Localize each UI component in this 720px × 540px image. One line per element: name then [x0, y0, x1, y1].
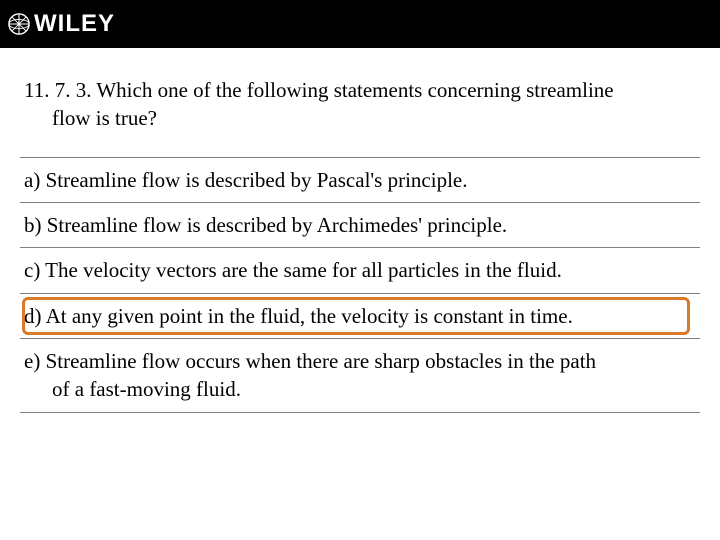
header-bar: WILEY [0, 0, 720, 48]
brand-text: WILEY [34, 10, 115, 38]
question-text: 11. 7. 3. Which one of the following sta… [20, 76, 700, 133]
option-c: c) The velocity vectors are the same for… [20, 247, 700, 292]
option-text: b) Streamline flow is described by Archi… [24, 213, 507, 237]
question-line1: 11. 7. 3. Which one of the following sta… [24, 78, 614, 102]
option-text-line1: e) Streamline flow occurs when there are… [24, 347, 692, 375]
wiley-icon [8, 13, 30, 35]
option-b: b) Streamline flow is described by Archi… [20, 202, 700, 247]
option-d: d) At any given point in the fluid, the … [20, 293, 700, 338]
question-line2: flow is true? [24, 104, 700, 132]
options-list: a) Streamline flow is described by Pasca… [20, 157, 700, 413]
option-text-line2: of a fast-moving fluid. [24, 375, 692, 403]
option-text: a) Streamline flow is described by Pasca… [24, 168, 468, 192]
option-text: d) At any given point in the fluid, the … [24, 304, 573, 328]
content-area: 11. 7. 3. Which one of the following sta… [0, 48, 720, 433]
option-a: a) Streamline flow is described by Pasca… [20, 157, 700, 202]
option-e: e) Streamline flow occurs when there are… [20, 338, 700, 413]
option-text: c) The velocity vectors are the same for… [24, 258, 562, 282]
brand-logo: WILEY [8, 10, 115, 38]
